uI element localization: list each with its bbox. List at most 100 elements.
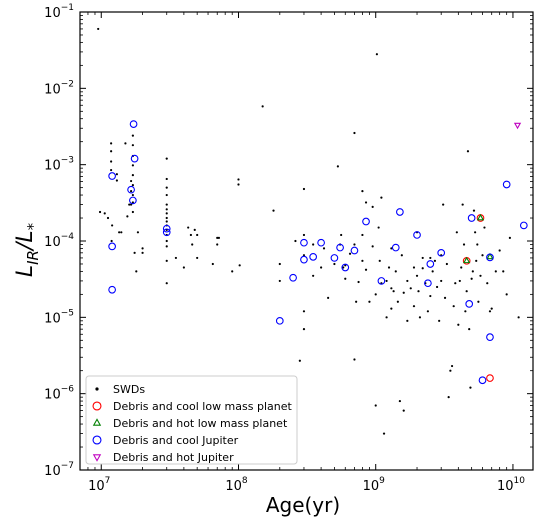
data-point	[353, 243, 356, 246]
data-point	[361, 190, 364, 193]
data-point	[442, 203, 445, 206]
data-point	[468, 328, 471, 331]
data-point	[447, 396, 450, 399]
legend-marker	[92, 454, 102, 462]
y-tick-label-base: 10	[44, 311, 61, 326]
data-point	[115, 179, 118, 182]
data-point	[317, 238, 325, 247]
data-point	[131, 173, 134, 177]
y-axis-label-star: *	[24, 222, 42, 230]
data-point	[375, 53, 378, 56]
data-point	[320, 266, 323, 269]
data-point	[392, 290, 395, 293]
x-tick-label-base: 10	[363, 479, 380, 494]
y-tick-label-exp: −1	[61, 3, 74, 13]
x-tick-label-base: 10	[225, 479, 242, 494]
y-tick-label-base: 10	[44, 159, 61, 174]
data-point	[374, 404, 377, 407]
data-point	[130, 179, 133, 183]
data-point	[371, 245, 374, 248]
series-2	[463, 213, 494, 264]
data-point	[111, 224, 114, 227]
data-point	[391, 243, 400, 252]
data-point	[470, 277, 473, 280]
data-point	[98, 210, 102, 214]
data-point	[108, 285, 116, 294]
data-point	[357, 280, 360, 284]
legend-marker	[95, 387, 99, 391]
data-point	[237, 178, 240, 181]
data-point	[216, 243, 219, 246]
data-point	[237, 183, 240, 186]
x-tick-label-base: 10	[497, 479, 514, 494]
x-tick-label-exp: 9	[379, 476, 385, 486]
data-point	[289, 273, 297, 282]
data-point	[309, 252, 317, 261]
legend-marker	[92, 418, 102, 426]
y-tick-label-exp: −4	[61, 232, 75, 242]
data-point	[312, 243, 315, 246]
data-point	[433, 259, 437, 262]
data-point	[486, 253, 494, 262]
data-point	[330, 254, 339, 262]
data-point	[455, 231, 458, 234]
data-point	[353, 131, 356, 135]
data-point	[409, 287, 412, 290]
y-tick-label-exp: −6	[61, 385, 75, 395]
data-point	[471, 270, 474, 273]
data-point	[415, 274, 419, 277]
data-point	[431, 270, 434, 273]
data-point	[355, 300, 358, 303]
data-point	[476, 213, 485, 221]
data-point	[486, 333, 494, 342]
y-tick-label: 10−6	[44, 385, 74, 403]
y-tick-label-exp: −7	[61, 461, 74, 471]
data-point	[467, 214, 476, 222]
data-point	[165, 282, 168, 285]
data-point	[421, 267, 424, 270]
data-point	[108, 172, 116, 180]
data-point	[129, 120, 138, 128]
data-point	[302, 233, 306, 237]
data-point	[336, 165, 339, 168]
data-point	[417, 290, 420, 293]
data-point	[344, 277, 347, 280]
data-point	[402, 409, 405, 412]
data-point	[463, 256, 471, 264]
data-point	[336, 243, 344, 252]
data-point	[275, 316, 284, 325]
data-point	[377, 277, 386, 285]
data-point	[476, 243, 479, 246]
data-point	[505, 293, 508, 296]
data-point	[165, 212, 168, 215]
data-point	[513, 122, 522, 130]
data-point	[135, 270, 138, 273]
data-point	[348, 252, 352, 255]
legend-label: Debris and hot low mass planet	[113, 417, 288, 430]
data-point	[110, 150, 113, 153]
data-point	[472, 209, 476, 212]
legend-label: Debris and cool Jupiter	[113, 434, 239, 447]
data-point	[488, 310, 492, 313]
data-point	[312, 274, 315, 277]
y-tick-label: 10−7	[44, 461, 74, 479]
x-tick-label: 108	[225, 476, 248, 494]
data-point	[361, 259, 364, 262]
data-point	[466, 150, 470, 153]
data-point	[449, 369, 452, 372]
data-point	[136, 231, 140, 234]
data-point	[374, 293, 377, 296]
data-point	[378, 259, 381, 262]
data-point	[382, 432, 386, 435]
data-point	[465, 290, 468, 293]
data-point	[165, 186, 168, 189]
data-point	[278, 262, 281, 266]
data-point	[483, 226, 486, 229]
legend-label: Debris and hot Jupiter	[113, 451, 234, 464]
data-point	[437, 248, 446, 257]
data-point	[302, 310, 306, 313]
data-point	[327, 296, 330, 299]
data-point	[131, 134, 134, 137]
data-point	[385, 279, 388, 283]
data-point	[486, 252, 494, 260]
